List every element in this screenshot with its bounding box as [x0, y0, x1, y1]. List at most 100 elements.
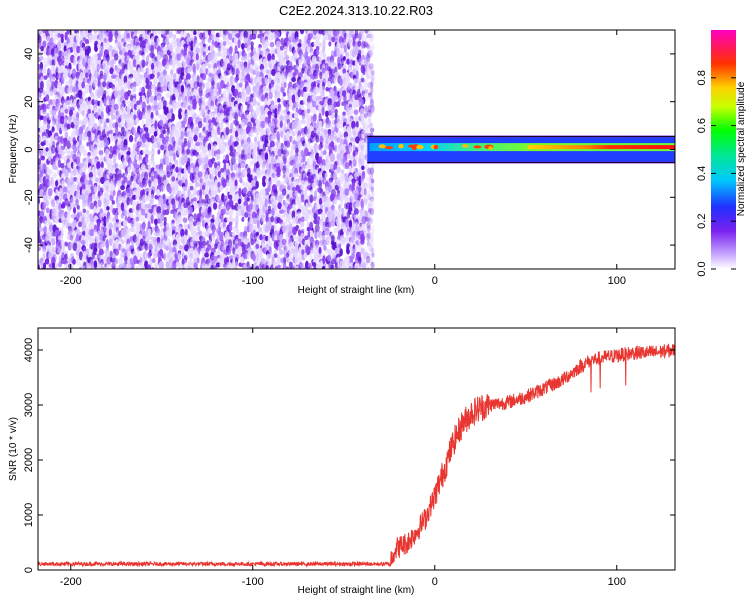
heatmap-cell — [287, 185, 291, 191]
heatmap-cell — [171, 51, 176, 57]
heatmap-cell — [267, 208, 272, 215]
heatmap-cell — [170, 108, 174, 115]
heatmap-cell — [69, 234, 74, 241]
heatmap-cell — [328, 41, 332, 47]
heatmap-cell — [318, 95, 323, 101]
heatmap-cell — [99, 98, 103, 109]
heatmap-cell — [111, 200, 115, 205]
heatmap-cell — [67, 257, 72, 265]
heatmap-cell — [324, 189, 329, 196]
heatmap-cell — [145, 177, 149, 184]
heatmap-cell — [99, 73, 104, 80]
heatmap-cell — [357, 225, 362, 231]
heatmap-cell — [66, 100, 71, 106]
heatmap-cell — [162, 129, 167, 135]
heatmap-cell — [172, 152, 176, 162]
heatmap-cell — [127, 166, 131, 174]
heatmap-cell — [292, 216, 296, 225]
heatmap-cell — [171, 93, 176, 102]
heatmap-cell — [222, 40, 227, 47]
heatmap-cell — [102, 183, 106, 192]
heatmap-cell — [141, 95, 146, 104]
heatmap-cell — [190, 79, 194, 89]
heatmap-cell — [150, 198, 154, 205]
heatmap-cell — [120, 77, 125, 86]
heatmap-cell — [83, 116, 89, 125]
heatmap-cell — [96, 161, 101, 170]
heatmap-cell — [351, 252, 355, 260]
heatmap-cell — [105, 199, 110, 207]
heatmap-cell — [57, 41, 62, 51]
heatmap-cell — [60, 162, 65, 169]
heatmap-cell — [168, 229, 173, 237]
heatmap-cell — [144, 127, 149, 133]
heatmap-cell — [277, 97, 281, 103]
heatmap-cell — [264, 198, 268, 208]
heatmap-cell — [48, 99, 54, 106]
heatmap-cell — [99, 49, 103, 58]
heatmap-cell — [42, 253, 46, 260]
heatmap-cell — [285, 140, 291, 148]
heatmap-cell — [159, 76, 164, 84]
heatmap-cell — [201, 73, 207, 81]
heatmap-cell — [252, 254, 256, 262]
heatmap-cell — [51, 30, 56, 34]
heatmap-cell — [324, 230, 330, 236]
heatmap-cell — [93, 206, 97, 215]
heatmap-cell — [269, 41, 275, 48]
heatmap-cell — [145, 187, 150, 193]
heatmap-cell — [87, 45, 91, 54]
heatmap-cell — [105, 42, 109, 49]
heatmap-cell — [348, 106, 354, 116]
heatmap-cell — [254, 175, 258, 182]
heatmap-cell — [96, 63, 100, 73]
heatmap-cell — [113, 103, 119, 111]
heatmap-cell — [188, 132, 194, 138]
heatmap-cell — [87, 108, 92, 115]
heatmap-cell — [127, 107, 131, 116]
heatmap-cell — [150, 153, 155, 162]
heatmap-cell — [340, 198, 344, 208]
heatmap-cell — [94, 177, 99, 183]
heatmap-cell — [82, 208, 86, 214]
heatmap-cell — [316, 49, 320, 56]
heatmap-cell — [78, 240, 82, 247]
heatmap-cell — [273, 235, 278, 241]
heatmap-cell — [71, 86, 77, 93]
heatmap-cell — [87, 122, 93, 129]
heatmap-cell — [150, 44, 155, 54]
heatmap-cell — [39, 171, 44, 178]
heatmap-cell — [279, 114, 285, 122]
heatmap-cell — [136, 100, 141, 106]
heatmap-cell — [156, 231, 161, 237]
heatmap-cell — [237, 247, 242, 256]
heatmap-cell — [60, 229, 64, 239]
heatmap-cell — [123, 113, 128, 120]
heatmap-cell — [141, 59, 146, 68]
heatmap-cell — [150, 117, 154, 123]
heatmap-cell — [219, 112, 225, 119]
heatmap-cell — [279, 249, 284, 255]
heatmap-cell — [102, 41, 106, 50]
heatmap-cell — [108, 215, 113, 224]
heatmap-cell — [93, 73, 98, 79]
heatmap-cell — [349, 136, 354, 142]
heatmap-cell — [320, 211, 326, 221]
heatmap-cell — [55, 180, 59, 187]
heatmap-cell — [119, 68, 125, 75]
heatmap-cell — [159, 242, 163, 250]
heatmap-cell — [91, 157, 95, 167]
heatmap-cell — [131, 203, 137, 214]
heatmap-cell — [208, 167, 213, 173]
heatmap-cell — [83, 32, 89, 39]
heatmap-cell — [81, 202, 86, 211]
heatmap-cell — [306, 108, 311, 114]
heatmap-cell — [97, 199, 102, 208]
heatmap-cell — [77, 59, 83, 67]
heatmap-cell — [355, 266, 359, 269]
heatmap-cell — [67, 206, 71, 215]
heatmap-cell — [48, 252, 53, 260]
heatmap-cell — [79, 104, 83, 114]
heatmap-cell — [38, 265, 41, 269]
heatmap-cell — [82, 102, 87, 113]
